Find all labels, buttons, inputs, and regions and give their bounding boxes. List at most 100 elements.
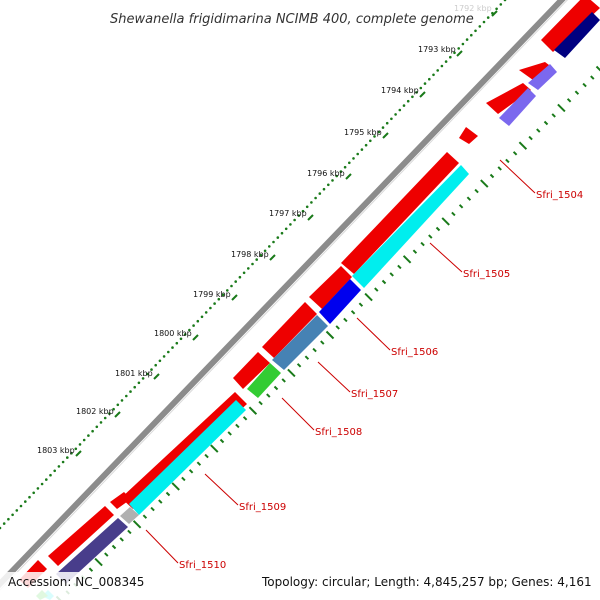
ruler-dot bbox=[419, 86, 423, 90]
gene-label-sfri-1508[interactable]: Sfri_1508 bbox=[315, 427, 362, 438]
gene-arrow[interactable] bbox=[541, 0, 600, 52]
gene-arrow[interactable] bbox=[459, 127, 478, 144]
ruler-dot bbox=[444, 60, 448, 63]
ruler-dash bbox=[480, 179, 489, 188]
gene-arrow[interactable] bbox=[341, 152, 459, 274]
ruler-dot bbox=[242, 271, 246, 275]
ruler-major-tick bbox=[456, 50, 463, 57]
ruler-dot bbox=[32, 491, 35, 495]
ruler-major-tick bbox=[345, 173, 352, 180]
ruler-dot bbox=[474, 29, 477, 33]
ruler-dash bbox=[350, 310, 356, 315]
ruler-dot bbox=[440, 64, 444, 68]
ruler-dot bbox=[465, 38, 469, 41]
ruler-dot bbox=[19, 504, 23, 508]
ruler-dash bbox=[248, 406, 258, 415]
gene-arrow[interactable] bbox=[129, 400, 246, 515]
gene-arrow[interactable] bbox=[110, 492, 131, 509]
ruler-dot bbox=[82, 438, 86, 442]
ruler-major-tick bbox=[114, 411, 121, 418]
ruler-dot bbox=[175, 341, 179, 345]
gene-arrow[interactable] bbox=[554, 12, 600, 58]
ruler-dot bbox=[196, 319, 200, 323]
ruler-dash bbox=[142, 514, 148, 519]
ruler-dot bbox=[449, 55, 452, 59]
gene-label-sfri-1504[interactable]: Sfri_1504 bbox=[536, 190, 583, 201]
ruler-dash bbox=[505, 158, 510, 164]
gene-arrow[interactable] bbox=[262, 302, 317, 358]
ruler-dash bbox=[595, 65, 600, 72]
ruler-major-tick bbox=[307, 214, 314, 221]
gene-arrow[interactable] bbox=[120, 507, 139, 524]
ruler-dot bbox=[280, 231, 284, 235]
ruler-dot bbox=[310, 201, 313, 204]
gene-arrow[interactable] bbox=[486, 83, 531, 114]
tick-label: 1794 kbp bbox=[381, 86, 419, 95]
gene-arrow[interactable] bbox=[272, 315, 328, 370]
ruler-dash bbox=[104, 552, 109, 557]
ruler-dot bbox=[251, 262, 254, 266]
gene-arrow[interactable] bbox=[528, 64, 557, 90]
ruler-dot bbox=[133, 385, 136, 389]
ruler-dash bbox=[389, 272, 394, 277]
ruler-dot bbox=[112, 407, 115, 411]
ruler-major-tick bbox=[419, 91, 426, 98]
ruler-dash bbox=[281, 378, 286, 383]
ruler-dot bbox=[406, 99, 410, 103]
ruler-dot bbox=[255, 258, 258, 261]
ruler-dash bbox=[227, 431, 232, 436]
gene-label-sfri-1507[interactable]: Sfri_1507 bbox=[351, 389, 398, 400]
ruler-dot bbox=[461, 42, 465, 46]
ruler-dot bbox=[70, 451, 73, 455]
ruler-dot bbox=[200, 315, 204, 319]
gene-arrow[interactable] bbox=[352, 165, 469, 288]
tick-label: 1795 kbp bbox=[344, 128, 382, 137]
ruler-dot bbox=[331, 179, 334, 182]
ruler-dot bbox=[247, 267, 250, 270]
ruler-dot bbox=[348, 161, 351, 165]
gene-label-sfri-1510[interactable]: Sfri_1510 bbox=[179, 560, 226, 571]
ruler-dash bbox=[551, 113, 556, 118]
ruler-dot bbox=[78, 443, 82, 446]
ruler-dash bbox=[181, 476, 186, 482]
ruler-dash bbox=[374, 287, 379, 292]
ruler-dot bbox=[192, 324, 195, 327]
gene-label-sfri-1509[interactable]: Sfri_1509 bbox=[239, 502, 286, 513]
ruler-dot bbox=[284, 227, 288, 231]
ruler-dash bbox=[204, 453, 209, 459]
gene-arrow[interactable] bbox=[309, 266, 352, 309]
gene-arrow[interactable] bbox=[48, 506, 114, 566]
ruler-major-tick bbox=[231, 294, 238, 301]
ruler-dash bbox=[132, 520, 142, 529]
gene-arrow[interactable] bbox=[499, 88, 536, 126]
ruler-dot bbox=[263, 249, 267, 253]
ruler-dot bbox=[234, 280, 237, 283]
gene-arrow[interactable] bbox=[319, 279, 361, 324]
ruler-dot bbox=[2, 522, 6, 525]
ruler-dash bbox=[150, 506, 155, 512]
ruler-dot bbox=[150, 368, 153, 371]
ruler-dot bbox=[301, 209, 305, 213]
ruler-dash bbox=[258, 400, 263, 406]
ruler-dash bbox=[512, 151, 518, 156]
ruler-dot bbox=[394, 113, 397, 116]
ruler-dot bbox=[221, 293, 225, 297]
gene-arrow[interactable] bbox=[56, 518, 128, 584]
ruler-dash bbox=[428, 234, 433, 239]
forward-strand-genes bbox=[19, 0, 600, 588]
gene-arrow[interactable] bbox=[247, 363, 281, 398]
gene-label-sfri-1506[interactable]: Sfri_1506 bbox=[391, 347, 438, 358]
ruler-dot bbox=[453, 51, 456, 55]
gene-label-sfri-1505[interactable]: Sfri_1505 bbox=[463, 269, 510, 280]
gene-arrow[interactable] bbox=[519, 62, 553, 80]
ruler-dot bbox=[129, 390, 132, 393]
ruler-dash bbox=[171, 482, 180, 491]
ruler-dot bbox=[120, 399, 124, 402]
ruler-dot bbox=[364, 143, 368, 147]
gene-arrow[interactable] bbox=[233, 352, 270, 389]
ruler-dot bbox=[276, 236, 280, 239]
ruler-dash bbox=[458, 204, 464, 209]
ruler-dot bbox=[28, 495, 31, 499]
ruler-dot bbox=[335, 174, 339, 178]
